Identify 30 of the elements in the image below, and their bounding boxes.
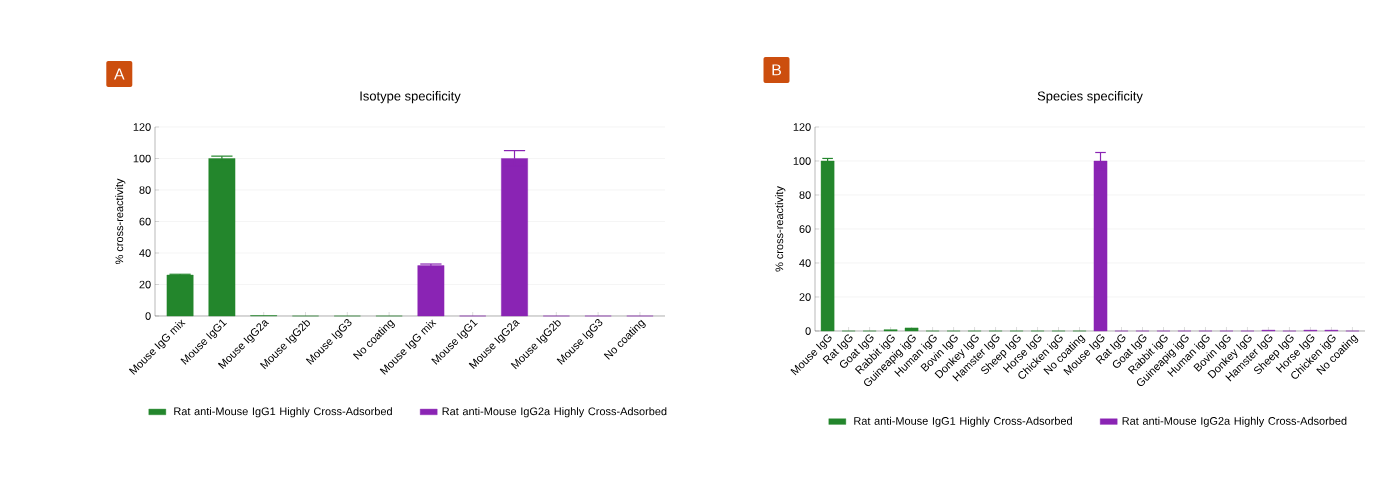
bar — [904, 327, 919, 332]
text: B — [772, 64, 781, 76]
y-tick-label: 20 — [799, 293, 811, 301]
legend-label: Rat anti-Mouse IgG1 Highly Cross-Adsorbed — [854, 416, 1072, 427]
text: A — [114, 68, 125, 80]
y-tick-label: 80 — [799, 191, 811, 199]
bar — [208, 158, 236, 317]
y-axis-title: % cross-reactivity — [775, 186, 786, 272]
bar — [820, 160, 835, 332]
y-tick-label: 20 — [139, 280, 151, 289]
y-tick-label: 100 — [793, 157, 811, 165]
y-tick-label: 0 — [805, 327, 811, 335]
y-tick-label: 40 — [139, 249, 151, 257]
y-tick-label: 80 — [139, 186, 151, 194]
y-tick-label: 100 — [133, 154, 151, 163]
y-tick-label: 0 — [145, 312, 151, 320]
y-tick-label: 60 — [139, 217, 151, 226]
y-tick-label: 120 — [133, 123, 151, 131]
chart-title: Isotype specificity — [360, 91, 461, 104]
y-tick-label: 40 — [799, 259, 811, 267]
y-tick-label: 60 — [799, 225, 811, 233]
legend-label: Rat anti-Mouse IgG2a Highly Cross-Adsorbed — [1122, 416, 1347, 427]
legend-label: Rat anti-Mouse IgG1 Highly Cross-Adsorbed — [174, 407, 392, 418]
y-axis-title: % cross-reactivity — [115, 178, 126, 265]
bar — [417, 265, 445, 317]
bar — [501, 158, 528, 317]
bar — [166, 274, 194, 317]
y-tick-label: 120 — [793, 123, 811, 131]
chart-title: Species specificity — [1037, 91, 1143, 104]
legend-label: Rat anti-Mouse IgG2a Highly Cross-Adsorbed — [442, 407, 667, 418]
